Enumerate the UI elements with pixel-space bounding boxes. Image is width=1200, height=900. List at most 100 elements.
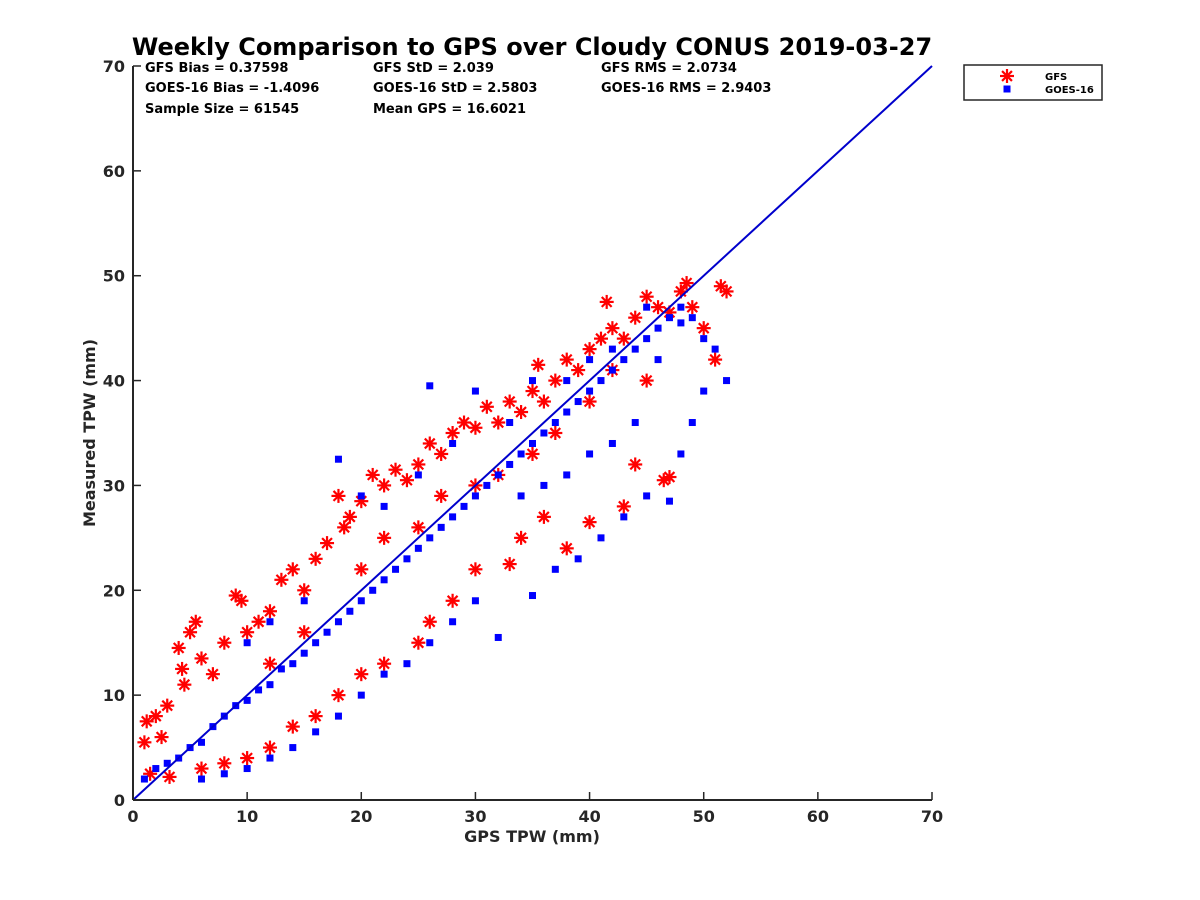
gfs-point-24	[320, 536, 335, 551]
asterisk-stroke	[309, 553, 322, 565]
gfs-point-26	[337, 520, 352, 535]
goes-16-point-37	[563, 408, 571, 416]
goes-16-point-84	[243, 639, 251, 647]
goes-16-point-62	[494, 633, 502, 641]
gfs-point-47	[559, 352, 574, 367]
asterisk-stroke	[190, 616, 202, 628]
asterisk-stroke	[178, 678, 191, 691]
asterisk-stroke	[675, 285, 687, 298]
gfs-point-84	[240, 751, 255, 766]
asterisk-stroke	[355, 563, 368, 576]
gfs-point-29	[365, 467, 380, 482]
goes-16-point-32	[506, 460, 514, 468]
goes-16-point-83	[677, 319, 685, 327]
gfs-point-82	[285, 719, 300, 734]
stat-annotation: GOES-16 RMS = 2.9403	[601, 81, 771, 96]
gfs-point-34	[422, 436, 437, 451]
asterisk-stroke	[561, 542, 573, 555]
legend-label: GFS	[1045, 72, 1067, 83]
goes-16-point-43	[631, 345, 639, 353]
reference-line	[132, 65, 933, 801]
goes-16-point-87	[380, 502, 388, 510]
goes-16-point-14	[300, 649, 308, 657]
goes-16-point-63	[471, 597, 479, 605]
gfs-point-66	[662, 470, 677, 485]
goes-16-point-40	[597, 377, 605, 385]
goes-16-point-77	[357, 492, 365, 500]
gfs-point-33	[411, 457, 426, 472]
goes-16-point-74	[220, 770, 228, 778]
goes-16-point-86	[300, 597, 308, 605]
goes-16-point-24	[414, 544, 422, 552]
goes-16-point-88	[414, 471, 422, 479]
gfs-point-25	[331, 488, 346, 503]
goes-16-point-9	[243, 696, 251, 704]
asterisk-stroke	[618, 500, 630, 513]
gfs-point-10	[183, 625, 198, 640]
gfs-point-62	[708, 352, 723, 367]
asterisk-stroke	[176, 663, 188, 675]
gfs-point-12	[194, 651, 209, 666]
asterisk-stroke	[230, 589, 242, 602]
gfs-point-52	[605, 321, 620, 336]
goes-16-point-20	[369, 586, 377, 594]
asterisk-stroke	[172, 642, 185, 654]
asterisk-stroke	[515, 406, 527, 418]
gfs-point-93	[377, 530, 392, 545]
gfs-point-90	[525, 446, 540, 461]
goes-16-point-47	[677, 303, 685, 311]
gfs-point-32	[399, 473, 414, 488]
goes-16-point-0	[140, 775, 148, 783]
gfs-point-59	[679, 276, 694, 291]
gfs-point-81	[308, 709, 323, 724]
goes-16-point-54	[677, 450, 685, 458]
asterisk-stroke	[298, 584, 310, 597]
asterisk-stroke	[235, 595, 248, 607]
goes-16-point-95	[608, 439, 616, 447]
goes-16-point-53	[688, 419, 696, 427]
x-tick-label: 30	[464, 807, 486, 826]
gfs-point-41	[502, 394, 517, 409]
goes-16-point-44	[643, 335, 651, 343]
goes-16-point-78	[426, 382, 434, 390]
y-tick-label: 60	[103, 162, 125, 181]
gfs-point-74	[468, 562, 483, 577]
gfs-point-53	[616, 331, 631, 346]
data-marks	[137, 276, 734, 784]
asterisk-stroke	[435, 448, 447, 460]
asterisk-stroke	[140, 715, 153, 728]
asterisk-stroke	[241, 752, 253, 764]
asterisk-stroke	[338, 521, 350, 534]
goes-16-point-51	[711, 345, 719, 353]
asterisk-stroke	[218, 757, 231, 770]
asterisk-stroke	[538, 511, 550, 523]
stat-annotation: GOES-16 Bias = -1.4096	[145, 81, 319, 96]
goes-16-point-82	[643, 303, 651, 311]
legend-marker-goes-16	[1003, 85, 1011, 93]
x-tick-label: 20	[350, 807, 372, 826]
x-tick-label: 10	[236, 807, 258, 826]
stat-annotation: Sample Size = 61545	[145, 102, 299, 117]
goes-16-point-61	[529, 592, 536, 600]
goes-16-point-92	[608, 345, 616, 353]
gfs-point-85	[217, 756, 232, 771]
gfs-point-45	[536, 394, 551, 409]
goes-16-point-52	[700, 387, 708, 395]
asterisk-stroke	[218, 636, 231, 649]
goes-16-point-98	[540, 481, 548, 489]
goes-16-point-67	[380, 670, 388, 678]
gfs-point-9	[177, 677, 192, 692]
asterisk-stroke	[195, 652, 208, 665]
asterisk-stroke	[195, 762, 208, 775]
asterisk-stroke	[1001, 70, 1013, 82]
asterisk-stroke	[549, 427, 562, 439]
goes-16-point-97	[563, 471, 571, 479]
goes-16-point-36	[551, 419, 559, 427]
goes-16-point-96	[586, 450, 594, 458]
asterisk-stroke	[321, 537, 333, 549]
gfs-point-19	[262, 604, 277, 619]
gfs-point-78	[377, 656, 392, 671]
gfs-point-17	[240, 625, 255, 640]
asterisk-stroke	[401, 474, 413, 486]
asterisk-stroke	[424, 437, 436, 450]
